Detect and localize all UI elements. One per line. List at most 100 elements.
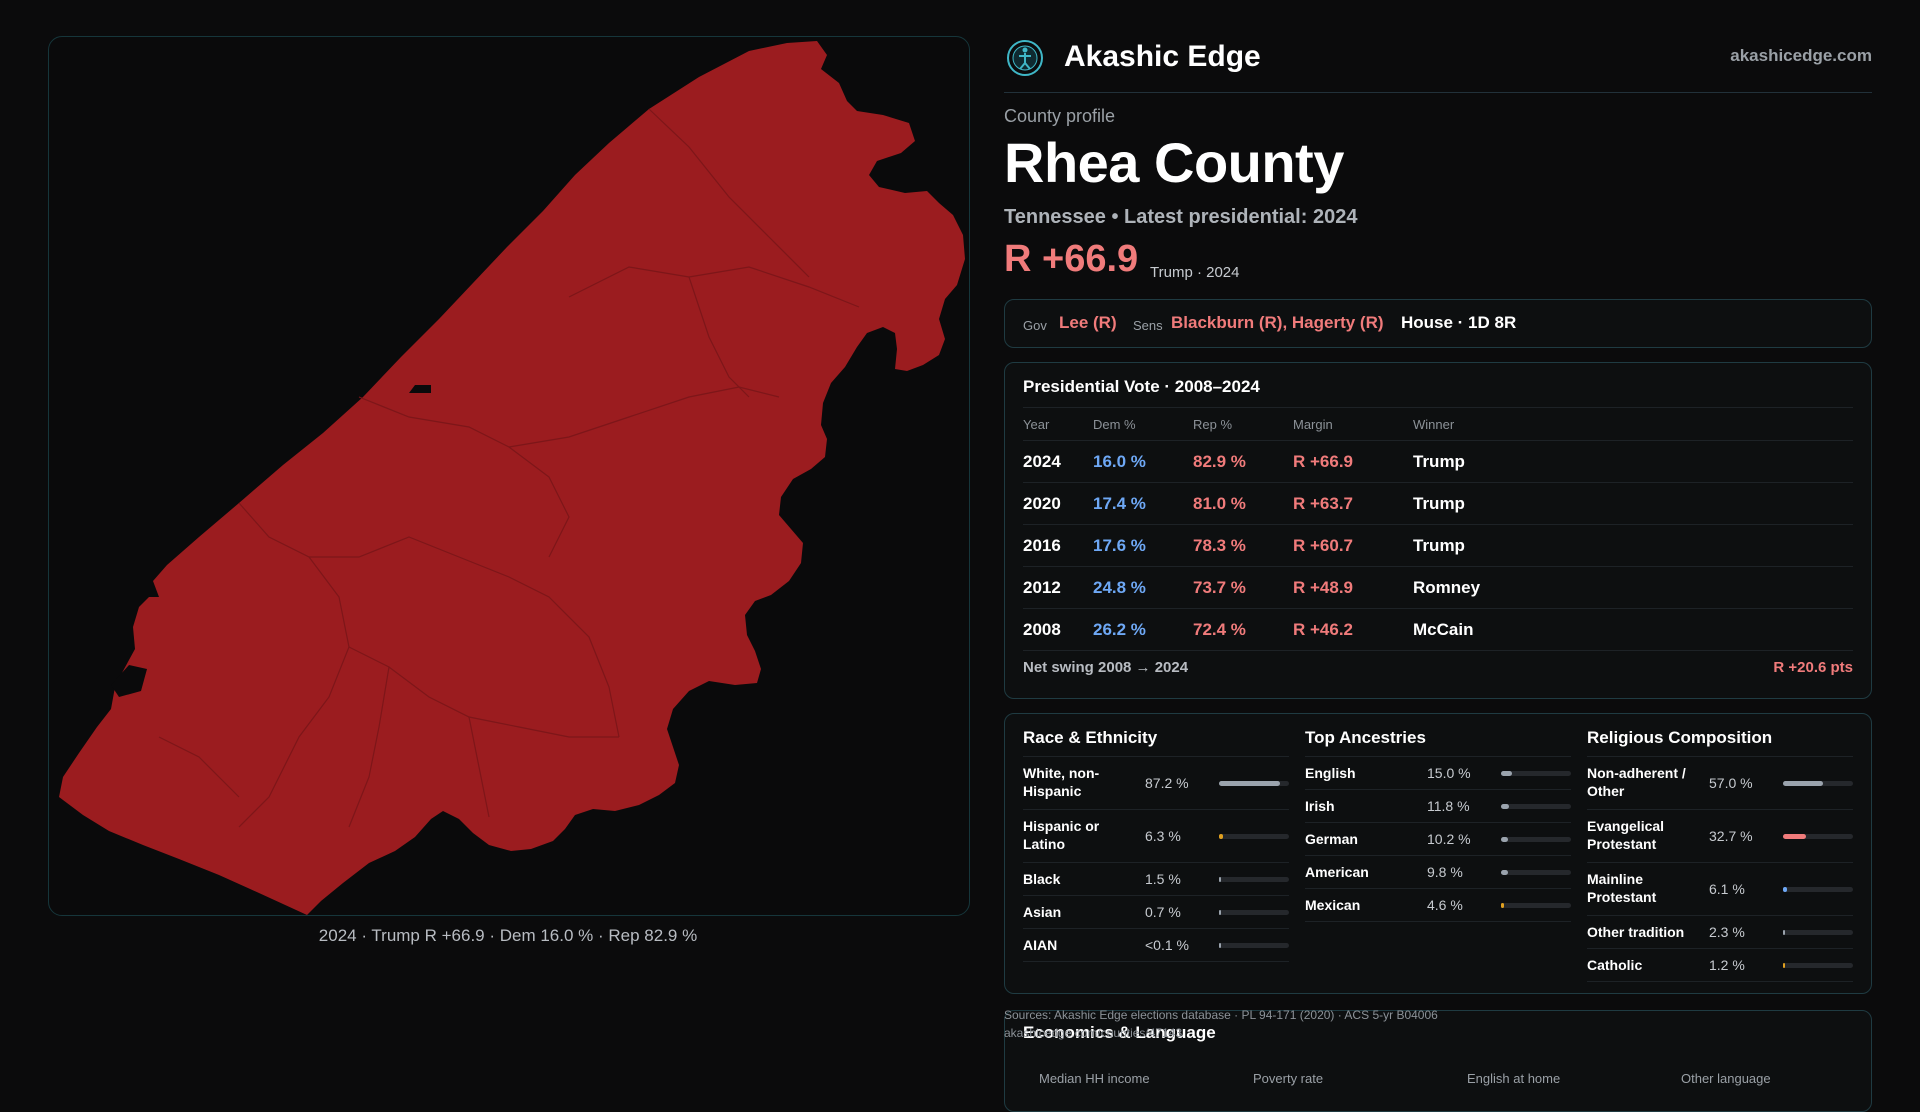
row-dem: 24.8 % <box>1093 578 1146 597</box>
sources-note: Sources: Akashic Edge elections database… <box>1004 1006 1438 1042</box>
row-margin: R +48.9 <box>1293 578 1354 597</box>
religion-bar-fill <box>1783 781 1823 786</box>
row-rep: 72.4 % <box>1193 620 1246 639</box>
race-bar-fill <box>1219 910 1221 915</box>
map-caption: 2024 · Trump R +66.9 · Dem 16.0 % · Rep … <box>318 926 698 945</box>
row-rep: 82.9 % <box>1193 452 1246 471</box>
latest-margin: R +66.9 <box>1004 238 1139 280</box>
row-margin: R +46.2 <box>1293 620 1354 639</box>
table-row: 2008 26.2 % 72.4 % R +46.2 McCain <box>1023 609 1853 651</box>
table-header: Year Dem % Rep % Margin Winner <box>1023 407 1853 441</box>
race-row: Asian 0.7 % <box>1023 896 1289 929</box>
race-value: 6.3 % <box>1145 828 1181 844</box>
county-title: Rhea County <box>1004 131 1344 194</box>
header-winner: Winner <box>1413 417 1455 432</box>
religion-bar-fill <box>1783 887 1787 892</box>
ancestry-bar-track <box>1501 837 1571 842</box>
religion-label: Evangelical Protestant <box>1587 818 1665 852</box>
race-value: 87.2 % <box>1145 775 1189 791</box>
row-rep: 73.7 % <box>1193 578 1246 597</box>
ancestry-bar-fill <box>1501 903 1504 908</box>
ancestry-row: German 10.2 % <box>1305 823 1571 856</box>
row-year: 2020 <box>1023 494 1061 513</box>
demographics-card: Race & Ethnicity White, non-Hispanic 87.2… <box>1004 713 1872 994</box>
religion-bar-fill <box>1783 963 1785 968</box>
table-row: 2016 17.6 % 78.3 % R +60.7 Trump <box>1023 525 1853 567</box>
precinct-lines <box>158 108 860 828</box>
row-dem: 17.4 % <box>1093 494 1146 513</box>
race-bar-track <box>1219 877 1289 882</box>
brand-header: Akashic Edge akashicedge.com <box>1004 36 1872 93</box>
race-label: Hispanic or Latino <box>1023 818 1100 852</box>
religion-column: Religious Composition Non-adherent / Oth… <box>1587 728 1853 982</box>
table-row: 2024 16.0 % 82.9 % R +66.9 Trump <box>1023 441 1853 483</box>
race-label: Asian <box>1023 904 1062 920</box>
religion-value: 57.0 % <box>1709 775 1753 791</box>
row-margin: R +63.7 <box>1293 494 1354 513</box>
net-swing: Net swing 2008 → 2024 R +20.6 pts <box>1023 659 1853 676</box>
brand-name: Akashic Edge <box>1064 40 1261 73</box>
county-shape[interactable] <box>59 41 965 915</box>
row-dem: 17.6 % <box>1093 536 1146 555</box>
race-bar-fill <box>1219 943 1221 948</box>
ancestry-bar-fill <box>1501 804 1509 809</box>
row-year: 2016 <box>1023 536 1061 555</box>
religion-bar-fill <box>1783 930 1785 935</box>
religion-value: 2.3 % <box>1709 924 1745 940</box>
row-rep: 81.0 % <box>1193 494 1246 513</box>
globe-figure-icon <box>1007 40 1043 76</box>
ancestry-bar-track <box>1501 903 1571 908</box>
county-map[interactable] <box>48 36 970 916</box>
religion-bar-track <box>1783 887 1853 892</box>
religion-value: 1.2 % <box>1709 957 1745 973</box>
row-year: 2008 <box>1023 620 1061 639</box>
race-value: 0.7 % <box>1145 904 1181 920</box>
presidential-table: Year Dem % Rep % Margin Winner 2024 16.0… <box>1023 407 1853 651</box>
row-year: 2012 <box>1023 578 1061 597</box>
race-bar-fill <box>1219 877 1221 882</box>
ancestry-row: American 9.8 % <box>1305 856 1571 889</box>
row-dem: 16.0 % <box>1093 452 1146 471</box>
race-bar-track <box>1219 910 1289 915</box>
ancestry-row: Mexican 4.6 % <box>1305 889 1571 922</box>
latest-margin-note: Trump · 2024 <box>1150 264 1240 281</box>
religion-row: Evangelical Protestant 32.7 % <box>1587 810 1853 863</box>
officials-bar: Gov Lee (R) Sens Blackburn (R), Hagerty … <box>1004 299 1872 348</box>
presidential-vote-card: Presidential Vote · 2008–2024 Year Dem %… <box>1004 362 1872 699</box>
header-margin: Margin <box>1293 417 1333 432</box>
profile-eyebrow: County profile <box>1004 106 1116 126</box>
header-dem: Dem % <box>1093 417 1136 432</box>
river-notch-west <box>111 665 147 697</box>
row-rep: 78.3 % <box>1193 536 1246 555</box>
row-winner: Romney <box>1413 578 1481 597</box>
ancestry-value: 11.8 % <box>1427 798 1470 814</box>
ancestry-value: 9.8 % <box>1427 864 1463 880</box>
race-column: Race & Ethnicity White, non-Hispanic 87.2… <box>1023 728 1289 962</box>
ancestry-label: German <box>1305 831 1358 847</box>
row-winner: McCain <box>1413 620 1474 639</box>
sources-url[interactable]: akashicedge.com/counties/47143 <box>1004 1026 1183 1040</box>
religion-row: Catholic 1.2 % <box>1587 949 1853 982</box>
religion-label: Catholic <box>1587 957 1643 973</box>
religion-bar-track <box>1783 930 1853 935</box>
header-rep: Rep % <box>1193 417 1233 432</box>
religion-value: 32.7 % <box>1709 828 1753 844</box>
religion-row: Non-adherent / Other 57.0 % <box>1587 757 1853 810</box>
row-winner: Trump <box>1413 452 1465 471</box>
sources-line: Sources: Akashic Edge elections database… <box>1004 1008 1438 1022</box>
ancestry-bar-track <box>1501 804 1571 809</box>
race-bar-fill <box>1219 781 1280 786</box>
religion-bar-track <box>1783 963 1853 968</box>
religion-value: 6.1 % <box>1709 881 1745 897</box>
table-row: 2012 24.8 % 73.7 % R +48.9 Romney <box>1023 567 1853 609</box>
race-row: AIAN <0.1 % <box>1023 929 1289 962</box>
religion-label: Non-adherent / Other <box>1587 765 1686 799</box>
religion-bar-fill <box>1783 834 1806 839</box>
brand-url-link[interactable]: akashicedge.com <box>1730 46 1872 65</box>
religion-bar-track <box>1783 781 1853 786</box>
race-title: Race & Ethnicity <box>1023 728 1289 757</box>
row-margin: R +66.9 <box>1293 452 1354 471</box>
religion-row: Mainline Protestant 6.1 % <box>1587 863 1853 916</box>
sens-label: Sens <box>1133 318 1163 333</box>
net-swing-value: R +20.6 pts <box>1773 659 1853 676</box>
